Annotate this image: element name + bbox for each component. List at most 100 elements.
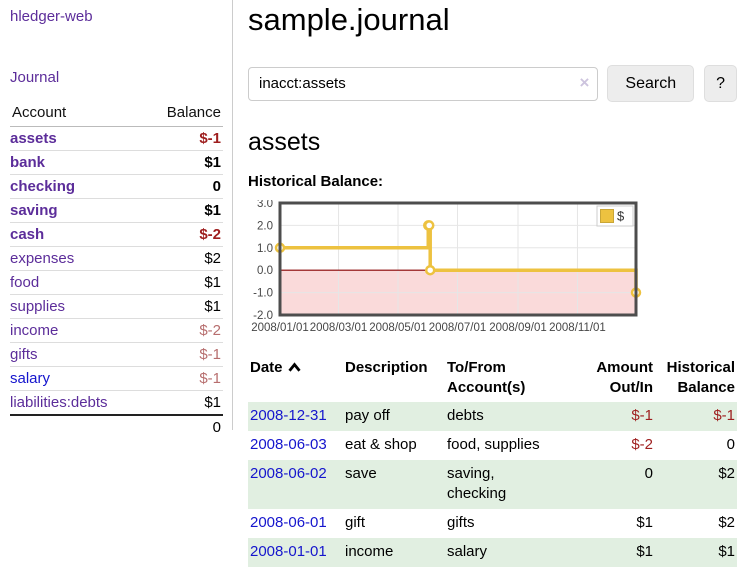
sidebar-account-link[interactable]: food bbox=[10, 274, 40, 291]
sidebar-account-link[interactable]: assets bbox=[10, 130, 57, 147]
help-button[interactable]: ? bbox=[704, 65, 737, 102]
transaction-accounts: food, supplies bbox=[447, 436, 540, 453]
y-axis-tick-label: 3.0 bbox=[257, 200, 273, 210]
sidebar-account-link[interactable]: income bbox=[10, 322, 59, 339]
transaction-amount: $-2 bbox=[631, 436, 653, 453]
main-content: sample.journal × Search ? assets Histori… bbox=[248, 0, 737, 567]
account-balance: $-1 bbox=[199, 130, 221, 147]
account-row: income $-2 bbox=[10, 318, 223, 343]
transaction-balance: $1 bbox=[718, 543, 735, 560]
x-axis-tick-label: 2008/01/01 bbox=[251, 322, 309, 334]
data-point-marker bbox=[424, 264, 436, 276]
balance-column-header: Historical Balance bbox=[666, 359, 735, 396]
account-row: assets $-1 bbox=[10, 127, 223, 151]
account-balance: $2 bbox=[143, 246, 223, 271]
register-header-row: Date Description To/From Account(s) Amou… bbox=[248, 356, 737, 402]
accounts-table: Account Balance assets $-1 bank $1 checking 0… bbox=[10, 102, 223, 439]
transaction-date-link[interactable]: 2008-06-03 bbox=[250, 436, 327, 453]
account-row: cash $-2 bbox=[10, 222, 223, 247]
account-balance: 0 bbox=[143, 174, 223, 199]
transaction-row: 2008-12-31 pay off debts $-1 $-1 bbox=[248, 402, 737, 431]
transaction-row: 2008-06-01 gift gifts $1 $2 bbox=[248, 509, 737, 538]
account-row: supplies $1 bbox=[10, 294, 223, 319]
search-input[interactable] bbox=[248, 66, 599, 101]
transaction-amount: $1 bbox=[636, 514, 653, 531]
clear-search-icon[interactable]: × bbox=[579, 72, 590, 92]
sidebar-account-link[interactable]: salary bbox=[10, 370, 51, 387]
historical-balance-chart: 2008/01/01 2008/03/01 2008/05/01 2008/07/01… bbox=[244, 200, 737, 338]
register-table: Date Description To/From Account(s) Amou… bbox=[248, 356, 737, 567]
y-axis-tick-label: 1.0 bbox=[257, 243, 273, 255]
account-column-header: To/From Account(s) bbox=[447, 359, 526, 396]
account-row: salary $-1 bbox=[10, 366, 223, 391]
account-heading: assets bbox=[248, 128, 321, 156]
transaction-row: 2008-06-02 save saving, checking 0 $2 bbox=[248, 460, 737, 509]
account-row: saving $1 bbox=[10, 198, 223, 223]
description-column-header: Description bbox=[345, 359, 428, 376]
account-row: food $1 bbox=[10, 270, 223, 295]
sidebar-account-link[interactable]: checking bbox=[10, 178, 76, 195]
x-axis-tick-label: 2008/09/01 bbox=[489, 322, 547, 334]
sidebar-item-journal[interactable]: Journal bbox=[10, 69, 60, 86]
accounts-total-row: 0 bbox=[10, 414, 223, 439]
search-bar: × Search ? bbox=[248, 65, 737, 102]
account-balance: $1 bbox=[143, 270, 223, 295]
legend-label: $ bbox=[617, 209, 625, 224]
page-title: sample.journal bbox=[248, 2, 450, 37]
transaction-description: pay off bbox=[345, 407, 390, 424]
transaction-date-link[interactable]: 2008-01-01 bbox=[250, 543, 327, 560]
account-balance: $1 bbox=[143, 294, 223, 319]
sidebar-account-link[interactable]: bank bbox=[10, 154, 46, 171]
transaction-balance: $2 bbox=[718, 465, 735, 482]
sidebar-account-link[interactable]: liabilities:debts bbox=[10, 394, 108, 411]
sidebar-account-link[interactable]: gifts bbox=[10, 346, 38, 363]
x-axis-tick-label: 2008/05/01 bbox=[369, 322, 427, 334]
sidebar-account-link[interactable]: cash bbox=[10, 226, 45, 243]
x-axis-tick-label: 2008/07/01 bbox=[429, 322, 487, 334]
account-balance: $-1 bbox=[143, 342, 223, 367]
account-balance: $-2 bbox=[143, 318, 223, 343]
balance-column-header: Balance bbox=[143, 102, 223, 127]
y-axis-tick-label: -1.0 bbox=[253, 288, 273, 300]
transaction-description: income bbox=[345, 543, 394, 560]
account-balance: $-2 bbox=[143, 222, 223, 247]
transaction-amount: $-1 bbox=[631, 407, 653, 424]
data-point-marker bbox=[423, 220, 435, 231]
transaction-amount: 0 bbox=[644, 465, 653, 482]
amount-column-header: Amount Out/In bbox=[596, 359, 653, 396]
account-row: gifts $-1 bbox=[10, 342, 223, 367]
transaction-date-link[interactable]: 2008-12-31 bbox=[250, 407, 327, 424]
account-balance: $-1 bbox=[143, 366, 223, 391]
plot-border bbox=[278, 201, 638, 317]
account-balance: $1 bbox=[143, 198, 223, 223]
y-axis-tick-label: 0.0 bbox=[257, 265, 273, 277]
sidebar-account-link[interactable]: saving bbox=[10, 202, 58, 219]
transaction-balance: $-1 bbox=[713, 407, 735, 424]
search-button[interactable]: Search bbox=[607, 65, 695, 102]
y-axis-tick-label: -2.0 bbox=[253, 310, 273, 322]
transaction-description: save bbox=[345, 465, 377, 482]
account-balance: $1 bbox=[143, 150, 223, 175]
account-balance: $1 bbox=[143, 390, 223, 415]
account-column-header: Account bbox=[10, 102, 144, 127]
y-axis-tick-label: 2.0 bbox=[257, 220, 273, 232]
date-column-header[interactable]: Date bbox=[248, 356, 345, 402]
account-row: checking 0 bbox=[10, 174, 223, 199]
transaction-date-link[interactable]: 2008-06-01 bbox=[250, 514, 327, 531]
transaction-date-link[interactable]: 2008-06-02 bbox=[250, 465, 327, 482]
brand-link[interactable]: hledger-web bbox=[10, 8, 93, 25]
account-row: liabilities:debts $1 bbox=[10, 390, 223, 415]
sidebar-account-link[interactable]: supplies bbox=[10, 298, 66, 315]
transaction-description: gift bbox=[345, 514, 366, 531]
chart-title-label: Historical Balance: bbox=[248, 173, 384, 190]
account-row: expenses $2 bbox=[10, 246, 223, 271]
transaction-accounts: gifts bbox=[447, 514, 475, 531]
sidebar: hledger-web Journal Account Balance asse… bbox=[0, 0, 233, 439]
accounts-table-header: Account Balance bbox=[10, 102, 223, 127]
transaction-balance: $2 bbox=[718, 514, 735, 531]
legend-swatch bbox=[600, 209, 614, 223]
sidebar-account-link[interactable]: expenses bbox=[10, 250, 75, 267]
transaction-amount: $1 bbox=[636, 543, 653, 560]
transaction-description: eat & shop bbox=[345, 436, 417, 453]
